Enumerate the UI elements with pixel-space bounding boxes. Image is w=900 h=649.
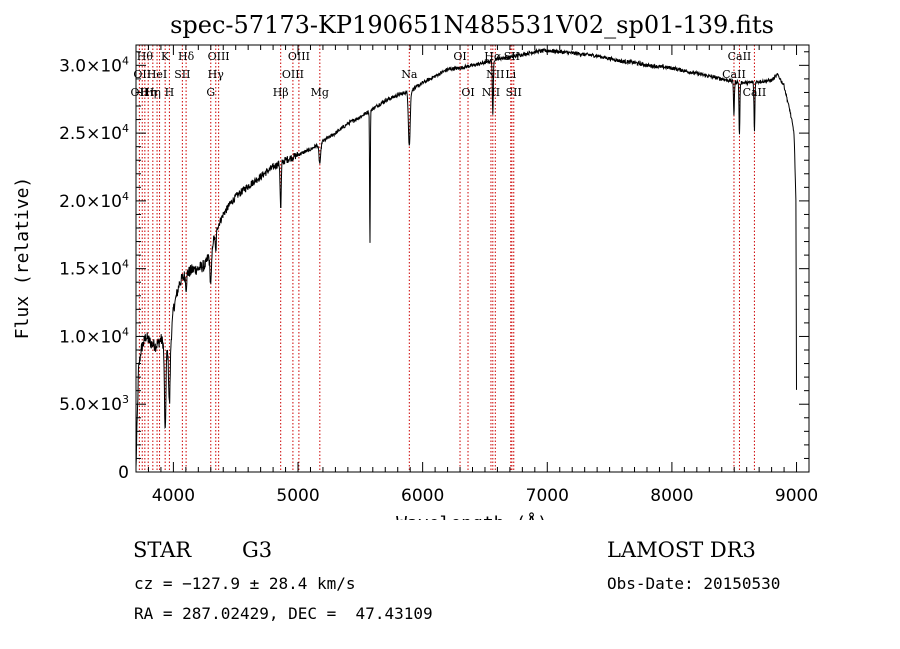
x-tick-label: 9000 xyxy=(775,486,818,506)
line-marker-label: H xyxy=(165,86,175,99)
y-tick-label: 1.5×104 xyxy=(59,258,129,280)
y-tick-label: 3.0×104 xyxy=(59,54,129,76)
y-tick-label: 1.0×104 xyxy=(59,325,129,347)
x-tick-label: 8000 xyxy=(650,486,693,506)
line-marker-label: OIII xyxy=(208,50,230,63)
y-axis: 0 5.0×103 1.0×104 1.5×104 2.0×104 2.5×104 3.0×… xyxy=(59,51,809,483)
x-tick-label: 5000 xyxy=(276,486,319,506)
x-axis: 4000 5000 6000 7000 8000 9000 xyxy=(135,45,818,506)
spectrum-chart: spec-57173-KP190651N485531V02_sp01-139.f… xyxy=(12,11,818,520)
line-marker-label: HeI xyxy=(147,68,167,81)
survey-name: LAMOST DR3 xyxy=(607,538,756,562)
x-tick-label: 4000 xyxy=(152,486,195,506)
line-marker-label: OIII xyxy=(282,68,304,81)
y-tick-label: 2.0×104 xyxy=(59,190,129,212)
chart-title: spec-57173-KP190651N485531V02_sp01-139.f… xyxy=(170,11,774,39)
line-marker-label: OII xyxy=(133,68,151,81)
y-tick-label: 5.0×103 xyxy=(59,393,129,415)
line-marker-label: CaII xyxy=(722,68,746,81)
line-marker-label: Li xyxy=(505,68,516,81)
line-marker-label: CaII xyxy=(743,86,767,99)
y-tick-label: 2.5×104 xyxy=(59,122,129,144)
line-marker-label: G xyxy=(206,86,215,99)
line-marker-label: NII xyxy=(482,86,500,99)
line-marker-label: NII xyxy=(486,68,504,81)
line-marker-labels: OIIOIIHθHηHηHeIKHSIIHδGHγOIIIHβOIIIOIIIM… xyxy=(131,50,767,99)
spectrum-line xyxy=(135,47,797,468)
line-marker-label: Hβ xyxy=(273,86,289,99)
line-marker-label: OI xyxy=(461,86,474,99)
line-marker-label: Na xyxy=(401,68,418,81)
object-class: STAR xyxy=(133,538,192,562)
x-tick-label: 6000 xyxy=(401,486,444,506)
y-axis-label: Flux (relative) xyxy=(12,177,33,340)
object-subclass: G3 xyxy=(242,538,273,562)
line-marker-label: Hδ xyxy=(178,50,195,63)
line-marker-label: Hθ xyxy=(137,50,154,63)
plot-frame xyxy=(135,44,810,473)
line-marker-label: K xyxy=(161,50,170,63)
line-marker-label: OI xyxy=(453,50,466,63)
y-tick-label: 0 xyxy=(118,463,129,483)
line-markers xyxy=(138,45,755,472)
x-axis-label: Wavelength (Å) xyxy=(396,512,548,520)
redshift-info: cz = −127.9 ± 28.4 km/s xyxy=(134,574,356,593)
line-marker-label: OIII xyxy=(288,50,310,63)
line-marker-label: Mg xyxy=(311,86,329,99)
x-tick-label: 7000 xyxy=(526,486,569,506)
line-marker-label: Hη xyxy=(140,86,156,99)
line-marker-label: Hη xyxy=(145,86,161,99)
line-marker-label: SII xyxy=(174,68,190,81)
line-marker-label: SII xyxy=(506,86,522,99)
line-marker-label: Hγ xyxy=(208,68,225,81)
obs-date: Obs-Date: 20150530 xyxy=(607,574,781,593)
coordinates: RA = 287.02429, DEC = 47.43109 xyxy=(134,604,433,623)
line-marker-label: CaII xyxy=(728,50,752,63)
